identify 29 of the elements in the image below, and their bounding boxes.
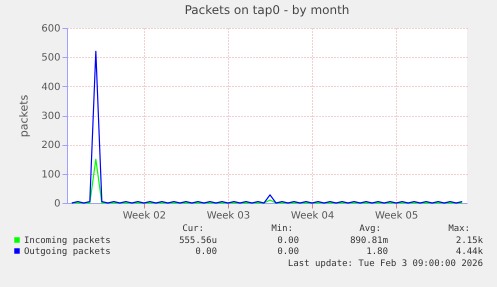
text: 555.56u (179, 236, 217, 246)
text: 2.15k (456, 236, 484, 246)
text: 1.80 (366, 247, 388, 257)
text: 4.44k (456, 247, 484, 257)
chart-title: Packets on tap0 - by month (184, 3, 350, 17)
y-tick-label: 500 (41, 52, 60, 64)
line-series (71, 50, 463, 204)
x-tick-label: Week 03 (206, 210, 250, 222)
y-tick-label: 200 (41, 140, 60, 152)
legend-label: Incoming packets (24, 236, 111, 246)
y-tick-label: 600 (41, 24, 60, 34)
x-tick-label: Week 02 (122, 210, 166, 222)
y-axis-title: packets (17, 94, 30, 138)
text: Max: (448, 224, 470, 234)
y-tick-label: 400 (41, 82, 60, 93)
text: Last update: Tue Feb 3 09:00:00 2026 (288, 259, 483, 269)
text: Min: (271, 224, 293, 234)
text: 0.00 (277, 247, 299, 257)
text: 890.81m (350, 236, 388, 246)
text: Cur: (182, 224, 204, 234)
x-tick-label: Week 05 (374, 210, 418, 222)
text: Avg: (359, 224, 381, 234)
text: 0.00 (277, 236, 299, 246)
legend-label: Outgoing packets (24, 247, 111, 257)
x-tick-label: Week 04 (290, 210, 334, 222)
y-tick-label: 300 (41, 111, 60, 122)
y-tick-label: 0 (54, 198, 60, 210)
y-tick-label: 100 (41, 169, 60, 180)
text: 0.00 (195, 247, 217, 257)
